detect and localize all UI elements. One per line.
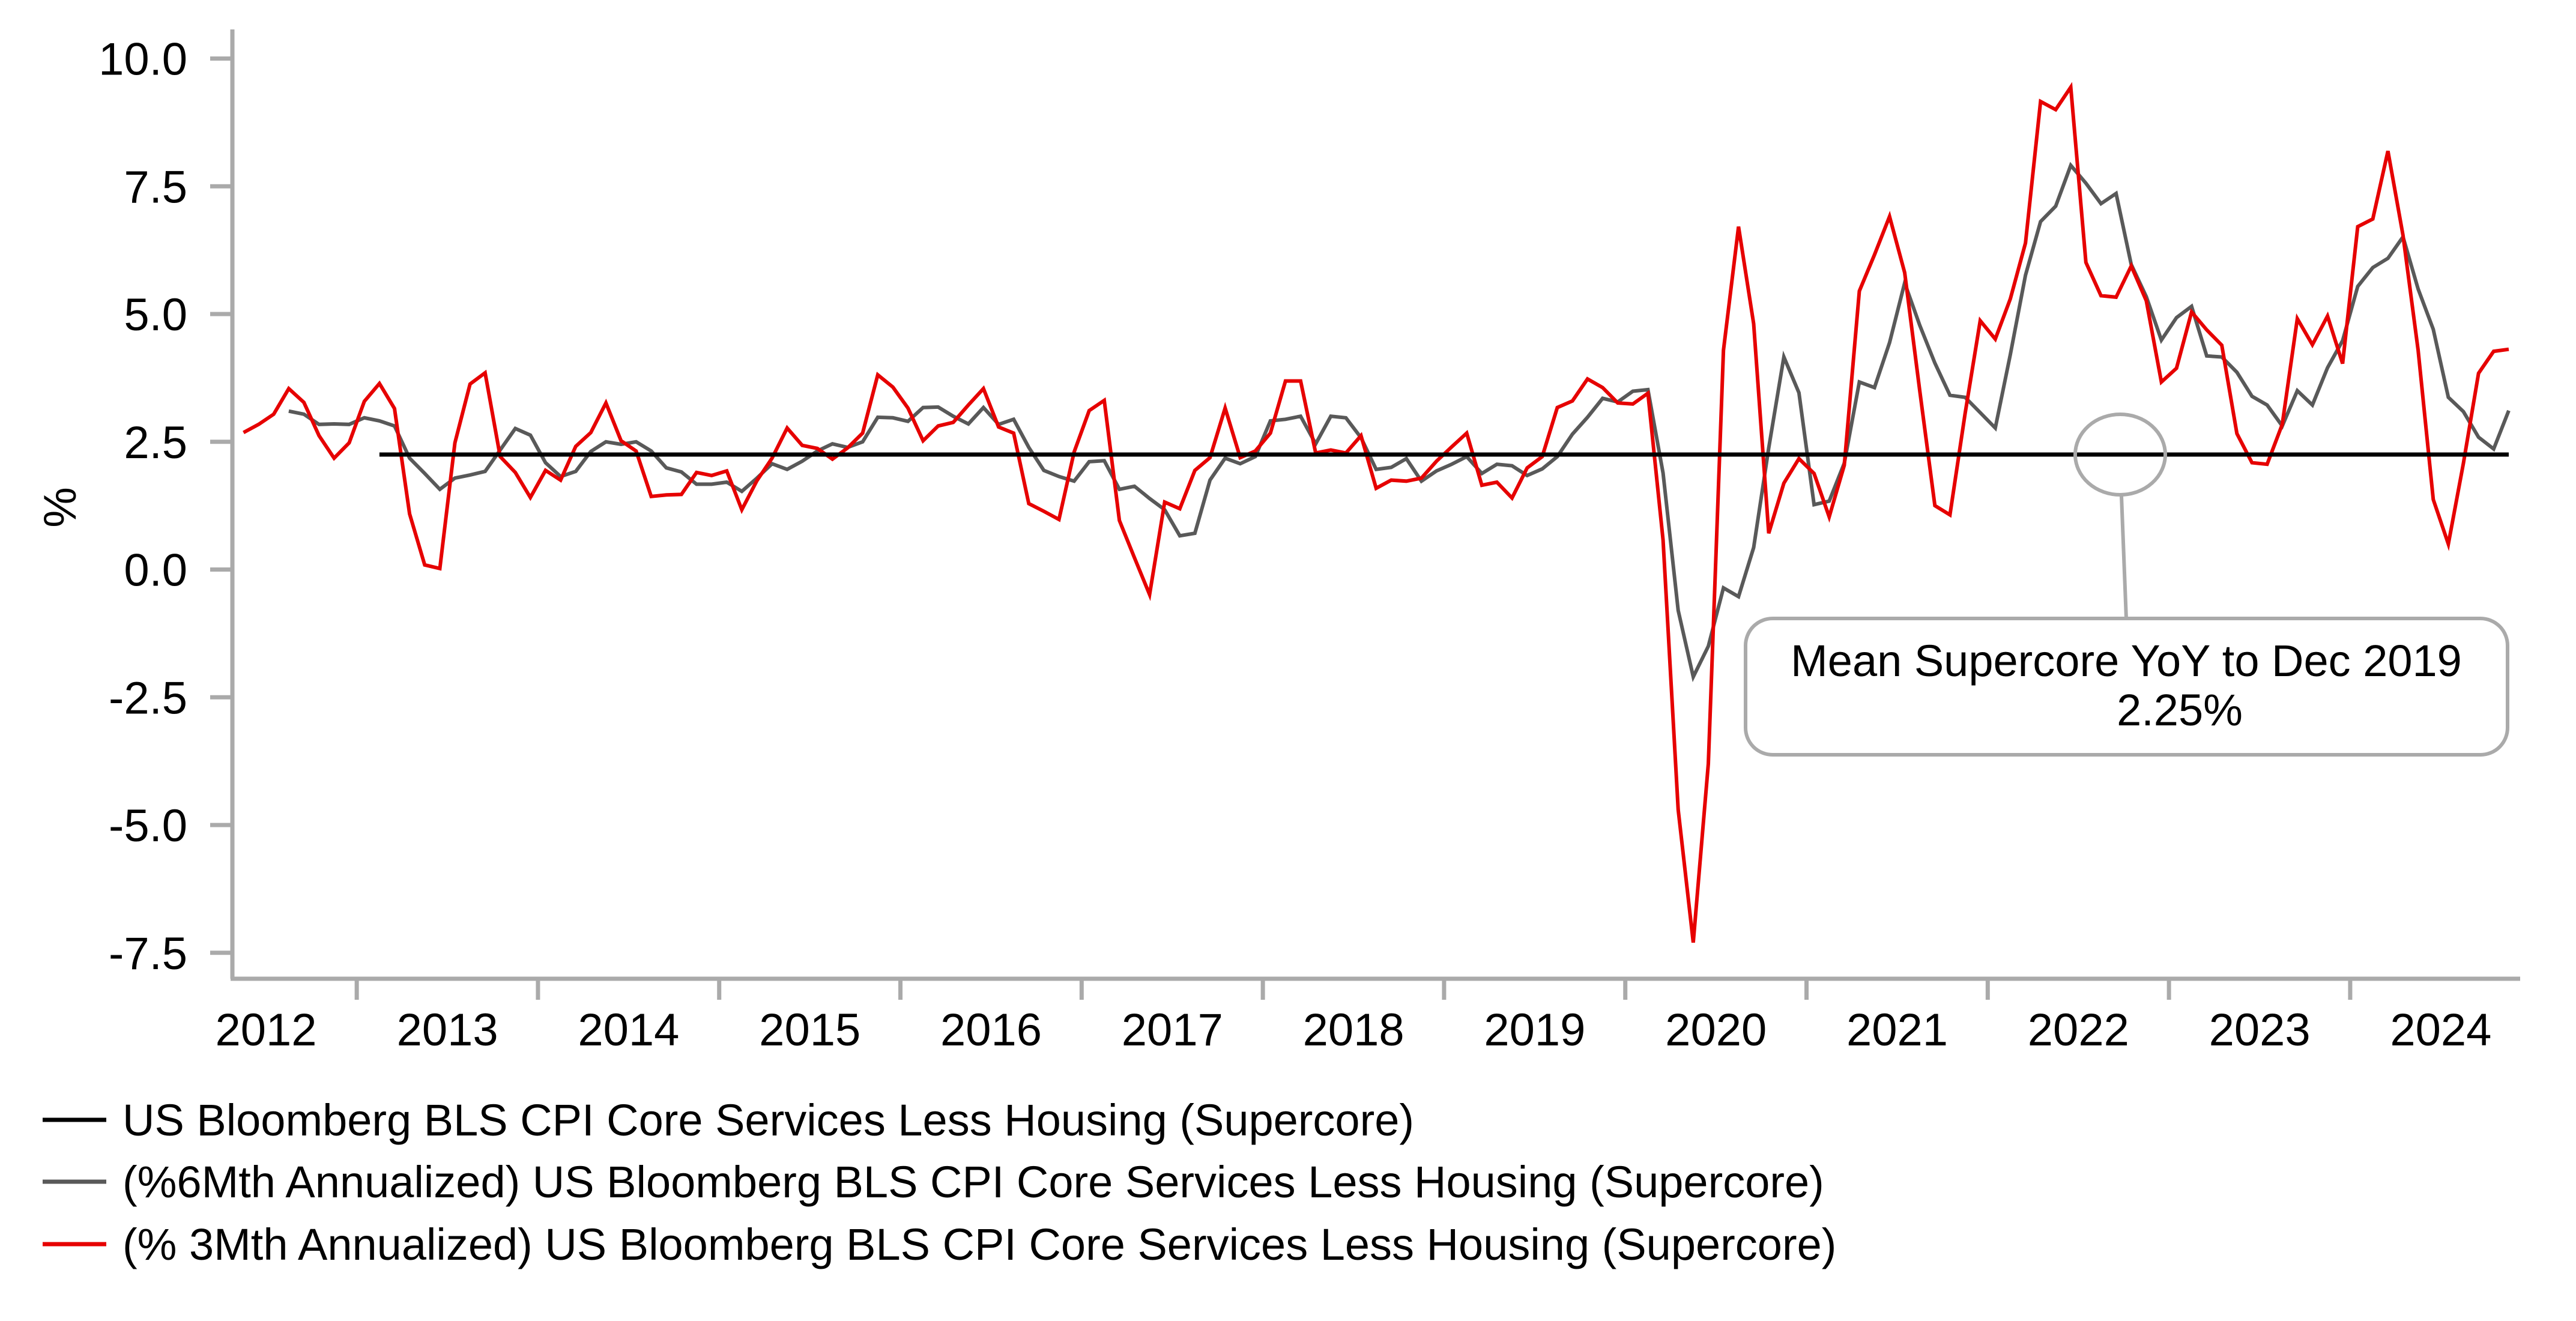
legend-item-3m-annualized: (% 3Mth Annualized) US Bloomberg BLS CPI… (43, 1220, 1836, 1269)
y-tick-label: -5.0 (109, 800, 187, 851)
annotation-line2: 2.25% (2117, 685, 2243, 735)
annotation-line1: Mean Supercore YoY to Dec 2019 (1791, 636, 2462, 686)
y-axis-label: % (35, 487, 86, 528)
y-tick-label: 2.5 (124, 417, 187, 468)
legend-label-6m-annualized: (%6Mth Annualized) US Bloomberg BLS CPI … (122, 1157, 1824, 1207)
x-tick-label: 2014 (578, 1005, 679, 1056)
x-tick-label: 2022 (2028, 1005, 2129, 1056)
y-tick-label: 7.5 (124, 162, 187, 213)
x-tick-label: 2013 (397, 1005, 498, 1056)
x-tick-label: 2021 (1846, 1005, 1948, 1056)
legend-item-6m-annualized: (%6Mth Annualized) US Bloomberg BLS CPI … (43, 1157, 1824, 1207)
y-ticks: 10.0 7.5 5.0 2.5 0.0 -2.5 -5.0 -7.5 (98, 34, 232, 979)
series-6m-annualized-line (288, 162, 2511, 683)
x-tick-label: 2015 (759, 1005, 860, 1056)
axes (230, 29, 2520, 981)
y-tick-label: 5.0 (124, 289, 187, 340)
x-tick-label: 2020 (1665, 1005, 1767, 1056)
series-3m-annualized-line (243, 82, 2509, 943)
annotation-callout: Mean Supercore YoY to Dec 2019 2.25% (1744, 413, 2509, 757)
x-tick-label: 2016 (940, 1005, 1042, 1056)
y-tick-label: 0.0 (124, 545, 187, 596)
x-tick-label: 2017 (1122, 1005, 1223, 1056)
series-lines (243, 82, 2511, 943)
annotation-box (1744, 617, 2509, 757)
legend: US Bloomberg BLS CPI Core Services Less … (43, 1095, 1836, 1269)
annotation-connector (2120, 495, 2128, 619)
legend-item-supercore: US Bloomberg BLS CPI Core Services Less … (43, 1095, 1414, 1145)
legend-label-supercore: US Bloomberg BLS CPI Core Services Less … (122, 1095, 1414, 1145)
x-tick-label: 2019 (1484, 1005, 1585, 1056)
x-tick-label: 2024 (2390, 1005, 2491, 1056)
y-tick-label: -2.5 (109, 673, 187, 724)
y-tick-label: -7.5 (109, 928, 187, 979)
x-tick-label: 2012 (215, 1005, 316, 1056)
x-tick-label: 2018 (1303, 1005, 1404, 1056)
x-tick-label: 2023 (2209, 1005, 2311, 1056)
legend-label-3m-annualized: (% 3Mth Annualized) US Bloomberg BLS CPI… (122, 1220, 1836, 1269)
x-ticks: 2012 2013 2014 2015 2016 2017 2018 2019 2020 2021… (215, 979, 2491, 1056)
y-tick-label: 10.0 (98, 34, 187, 85)
annotation-ellipse (2073, 413, 2167, 497)
